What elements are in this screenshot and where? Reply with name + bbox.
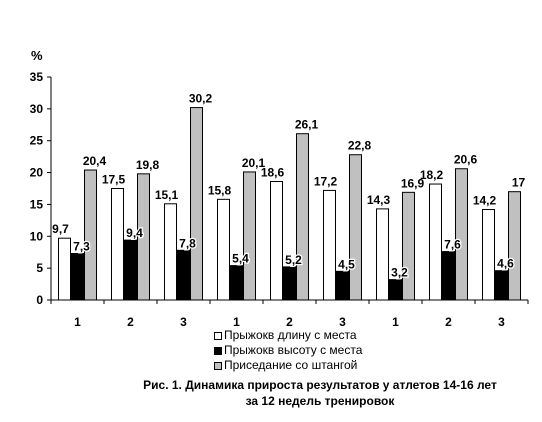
bar-long-jump: [217, 198, 230, 301]
bar-high-jump: [495, 270, 508, 301]
legend-item-squat: Приседание со штангой: [214, 358, 362, 373]
bar-long-jump: [111, 188, 124, 301]
data-label: 16,9: [401, 176, 425, 190]
legend-label: Приседание со штангой: [224, 358, 358, 372]
x-tick-label: 1: [74, 315, 81, 329]
x-tick-label: 1: [233, 315, 240, 329]
bar-long-jump: [323, 189, 336, 301]
data-label: 30,2: [189, 92, 213, 106]
bar-long-jump: [429, 183, 442, 301]
bars: [58, 107, 521, 301]
x-tick-label: 2: [127, 315, 134, 329]
bar-high-jump: [283, 266, 296, 301]
data-labels: 9,7 17,5 15,1 15,8 18,6 17,2 14,3 18,2 14,2 7,3 9,…: [52, 92, 526, 281]
data-label: 5,4: [232, 252, 249, 266]
data-label: 18,6: [261, 165, 285, 179]
bar-long-jump: [482, 209, 495, 301]
bar-squat: [402, 191, 415, 301]
data-label: 17: [512, 176, 526, 190]
data-label: 15,8: [208, 183, 232, 197]
x-axis: 1 2 3 1 2 3 1 2 3: [50, 299, 529, 329]
data-label: 17,2: [314, 174, 338, 188]
bar-high-jump: [336, 270, 349, 301]
data-label: 9,7: [52, 222, 69, 236]
x-tick-label: 2: [286, 315, 293, 329]
caption-line-2: за 12 недель тренировок: [245, 394, 395, 408]
x-tick-label: 3: [180, 315, 187, 329]
data-label: 4,6: [497, 257, 514, 271]
bar-squat: [84, 169, 97, 301]
y-axis-unit-label: %: [31, 48, 43, 63]
y-axis: 0 5 10 15 20 25 30 35: [30, 70, 52, 307]
bar-high-jump: [230, 265, 243, 301]
bar-squat: [508, 191, 521, 301]
caption-line-1: Рис. 1. Динамика прироста результатов у …: [143, 378, 497, 392]
bar-squat: [349, 154, 362, 301]
data-label: 17,5: [102, 173, 126, 187]
y-tick-label: 15: [30, 197, 44, 211]
legend-swatch-white: [214, 331, 222, 340]
data-label: 26,1: [295, 118, 319, 132]
y-tick-label: 25: [30, 134, 44, 148]
bar-squat: [243, 171, 256, 301]
bar-high-jump: [389, 279, 402, 301]
y-tick-label: 5: [36, 261, 43, 275]
data-label: 18,2: [420, 168, 444, 182]
y-tick-label: 0: [36, 293, 43, 307]
legend-swatch-black: [214, 346, 222, 355]
data-label: 22,8: [348, 139, 372, 153]
bar-long-jump: [376, 208, 389, 301]
data-label: 4,5: [338, 257, 355, 271]
data-label: 9,4: [126, 226, 143, 240]
y-tick-label: 35: [30, 70, 44, 84]
x-tick-label: 2: [445, 315, 452, 329]
bar-high-jump: [442, 251, 455, 301]
bar-squat: [190, 107, 203, 301]
y-tick-label: 30: [30, 102, 44, 116]
x-tick-label: 1: [392, 315, 399, 329]
legend-item-high-jump: Прыжокв высоту с места: [214, 343, 362, 358]
data-label: 14,3: [367, 193, 391, 207]
bar-squat: [296, 133, 309, 301]
legend-label: Прыжокв длину с места: [224, 328, 357, 342]
x-tick-label: 3: [498, 315, 505, 329]
data-label: 14,2: [473, 194, 497, 208]
data-label: 19,8: [136, 158, 160, 172]
data-label: 3,2: [391, 266, 408, 280]
data-label: 7,6: [444, 238, 461, 252]
legend-item-long-jump: Прыжокв длину с места: [214, 328, 362, 343]
legend-swatch-gray: [214, 361, 222, 370]
x-tick-label: 3: [339, 315, 346, 329]
data-label: 7,8: [179, 236, 196, 250]
bar-long-jump: [270, 180, 283, 301]
legend: Прыжокв длину с места Прыжокв высоту с м…: [214, 328, 362, 373]
bar-high-jump: [71, 252, 84, 301]
data-label: 5,2: [285, 253, 302, 267]
data-label: 7,3: [73, 239, 90, 253]
data-label: 20,4: [83, 154, 107, 168]
y-tick-label: 10: [30, 229, 44, 243]
legend-label: Прыжокв высоту с места: [224, 343, 363, 357]
bar-long-jump: [58, 237, 71, 301]
bar-high-jump: [124, 239, 137, 301]
figure-caption: Рис. 1. Динамика прироста результатов у …: [120, 377, 520, 409]
data-label: 15,1: [155, 188, 179, 202]
bar-squat: [455, 168, 468, 301]
bar-high-jump: [177, 249, 190, 301]
data-label: 20,6: [454, 153, 478, 167]
y-tick-label: 20: [30, 166, 44, 180]
bar-long-jump: [164, 203, 177, 301]
data-label: 20,1: [242, 156, 266, 170]
